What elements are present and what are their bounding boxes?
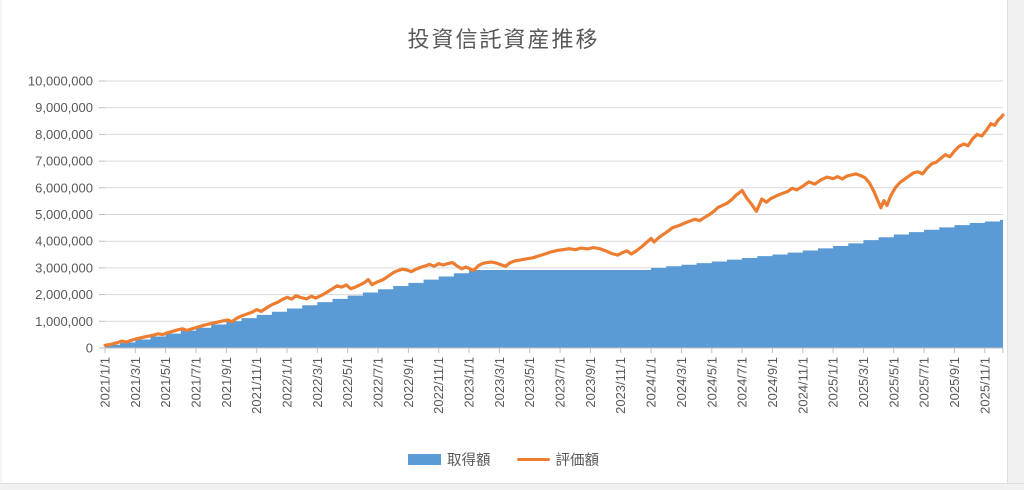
x-tick-label: 2025/3/1 xyxy=(856,357,871,408)
y-axis-labels: 0 1,000,000 2,000,000 3,000,000 4,000,000 5,0… xyxy=(28,74,93,356)
valuation-line-series xyxy=(103,113,1005,347)
x-tick-label: 2022/3/1 xyxy=(310,357,325,408)
acquisition-area-swatch xyxy=(408,454,441,465)
legend-label-acquisition: 取得額 xyxy=(447,453,491,469)
y-tick-label: 0 xyxy=(86,341,93,356)
x-tick-label: 2021/3/1 xyxy=(128,357,143,408)
y-tick-label: 5,000,000 xyxy=(35,207,93,222)
legend: 取得額 評価額 xyxy=(0,449,1007,470)
x-tick-label: 2024/5/1 xyxy=(704,357,719,408)
x-tick-label: 2022/5/1 xyxy=(340,357,355,408)
y-tick-label: 7,000,000 xyxy=(35,154,93,169)
x-tick-label: 2022/11/1 xyxy=(431,357,446,414)
chart-title: 投資信託資産推移 xyxy=(407,27,600,52)
y-tick-label: 1,000,000 xyxy=(35,314,93,329)
x-tick-label: 2024/1/1 xyxy=(644,357,659,408)
y-tick-label: 8,000,000 xyxy=(35,127,93,142)
x-tick-label: 2022/9/1 xyxy=(401,357,416,408)
x-axis-ticks xyxy=(104,348,1004,353)
x-tick-label: 2021/1/1 xyxy=(98,357,113,408)
x-tick-label: 2021/5/1 xyxy=(158,357,173,408)
page-edge-left xyxy=(0,0,2,489)
y-tick-label: 2,000,000 xyxy=(35,287,93,302)
y-axis-ticks xyxy=(99,80,105,349)
x-tick-label: 2025/1/1 xyxy=(826,357,841,408)
y-tick-label: 4,000,000 xyxy=(35,234,93,249)
legend-label-valuation: 評価額 xyxy=(555,453,600,469)
x-tick-label: 2023/3/1 xyxy=(492,357,507,408)
y-tick-label: 9,000,000 xyxy=(35,100,93,115)
valuation-line-swatch xyxy=(516,457,550,462)
x-tick-label: 2021/7/1 xyxy=(189,357,204,408)
x-tick-label: 2025/11/1 xyxy=(977,357,992,414)
acquisition-area-series xyxy=(105,219,1003,348)
x-tick-label: 2023/1/1 xyxy=(462,357,477,408)
x-tick-label: 2024/3/1 xyxy=(674,357,689,408)
x-tick-label: 2025/7/1 xyxy=(917,357,932,408)
x-tick-label: 2022/7/1 xyxy=(371,357,386,408)
legend-item-valuation: 評価額 xyxy=(516,449,600,470)
x-tick-label: 2021/11/1 xyxy=(249,357,264,414)
x-tick-label: 2023/9/1 xyxy=(583,357,598,408)
y-tick-label: 10,000,000 xyxy=(28,74,93,89)
x-tick-label: 2025/5/1 xyxy=(886,357,901,408)
x-tick-label: 2024/9/1 xyxy=(765,357,780,408)
x-tick-label: 2023/11/1 xyxy=(613,357,628,414)
gridlines xyxy=(105,80,1003,322)
page-edge-bottom xyxy=(0,483,1024,490)
x-tick-label: 2023/5/1 xyxy=(522,357,537,408)
x-tick-label: 2021/9/1 xyxy=(219,357,234,408)
page-edge-right xyxy=(1007,0,1024,489)
x-tick-label: 2024/7/1 xyxy=(735,357,750,408)
x-tick-label: 2024/11/1 xyxy=(795,357,810,414)
y-tick-label: 6,000,000 xyxy=(35,180,93,195)
y-tick-label: 3,000,000 xyxy=(35,260,93,275)
x-tick-label: 2023/7/1 xyxy=(553,357,568,408)
x-axis-labels: 2021/1/1 2021/3/1 2021/5/1 2021/7/1 2021/9/1… xyxy=(98,357,993,414)
x-tick-label: 2025/9/1 xyxy=(947,357,962,408)
x-tick-label: 2022/1/1 xyxy=(280,357,295,408)
legend-item-acquisition: 取得額 xyxy=(408,449,491,470)
